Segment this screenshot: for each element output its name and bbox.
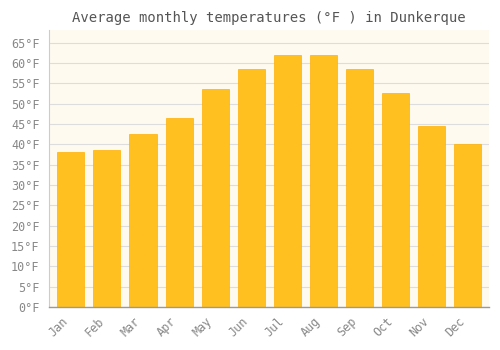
Bar <box>58 153 84 307</box>
Bar <box>274 55 300 307</box>
Bar <box>454 144 481 307</box>
Bar <box>130 134 156 307</box>
Bar <box>202 89 228 307</box>
Bar <box>310 55 336 307</box>
Bar <box>238 69 264 307</box>
Bar <box>382 93 408 307</box>
Bar <box>166 118 192 307</box>
Bar <box>94 150 120 307</box>
Bar <box>418 126 445 307</box>
Title: Average monthly temperatures (°F ) in Dunkerque: Average monthly temperatures (°F ) in Du… <box>72 11 466 25</box>
Bar <box>346 69 372 307</box>
